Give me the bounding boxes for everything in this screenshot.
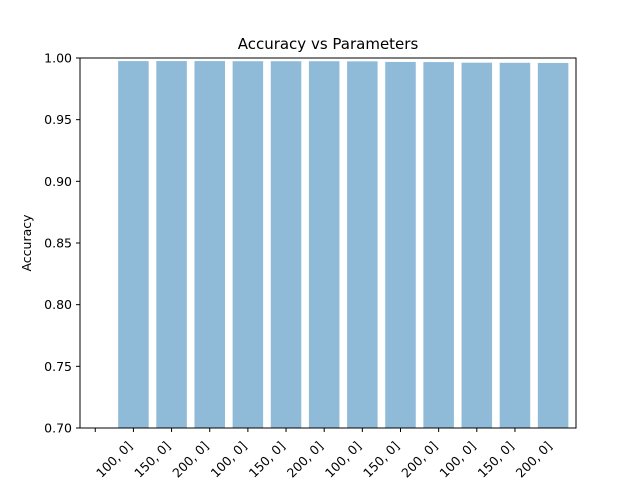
plot-frame (79, 57, 577, 429)
y-tick-label: 0.70 (44, 421, 72, 436)
y-tick-label: 0.85 (44, 236, 72, 251)
y-tick-label: 0.80 (44, 297, 72, 312)
bar-6 (308, 61, 340, 428)
bar-11 (499, 62, 531, 429)
y-tick-label: 0.75 (44, 359, 72, 374)
bar-10 (461, 62, 493, 428)
bar-9 (423, 62, 454, 428)
bar-3 (194, 61, 225, 428)
bars-group (118, 61, 569, 429)
bar-12 (537, 62, 569, 428)
bar-4 (232, 61, 264, 428)
chart-title: Accuracy vs Parameters (238, 35, 419, 53)
y-tick-label: 1.00 (44, 51, 72, 66)
y-tick-label: 0.90 (44, 174, 72, 189)
bar-1 (118, 61, 149, 428)
y-axis-label: Accuracy (19, 214, 34, 272)
bar-5 (270, 61, 302, 428)
y-tick-label: 0.95 (44, 112, 72, 127)
bar-7 (347, 61, 378, 428)
bar-8 (385, 61, 416, 429)
y-axis-ticks: 0.70 0.75 0.80 0.85 0.90 0.95 1.00 (44, 51, 80, 436)
bar-2 (156, 61, 187, 428)
